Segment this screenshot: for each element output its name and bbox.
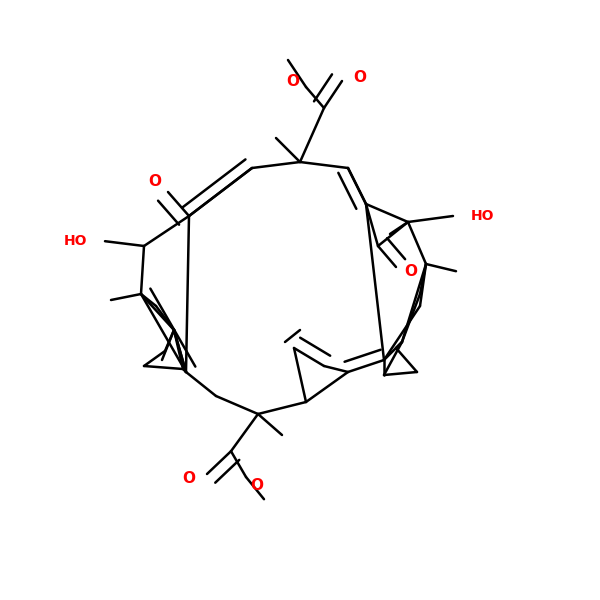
Text: O: O (148, 174, 161, 188)
Text: O: O (353, 70, 367, 85)
Text: HO: HO (471, 209, 494, 223)
Text: O: O (250, 479, 263, 493)
Text: O: O (182, 472, 196, 486)
Text: O: O (286, 73, 299, 88)
Text: O: O (404, 264, 418, 279)
Text: HO: HO (64, 234, 87, 248)
